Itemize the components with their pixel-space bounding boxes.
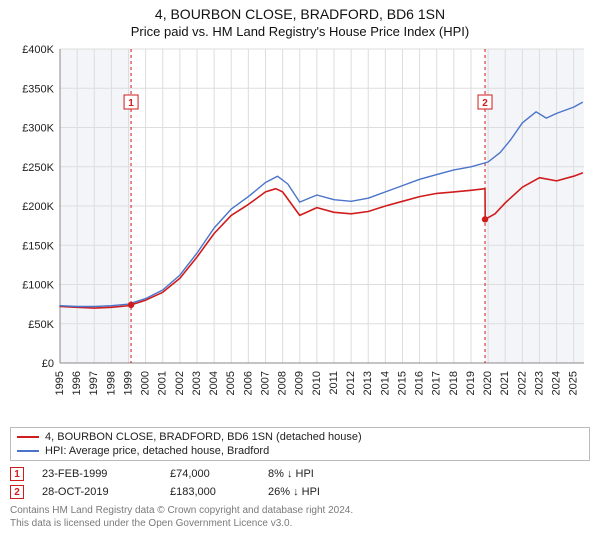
svg-text:£200K: £200K — [22, 201, 54, 213]
svg-text:2006: 2006 — [242, 371, 254, 395]
title-line-1: 4, BOURBON CLOSE, BRADFORD, BD6 1SN — [10, 6, 590, 22]
svg-text:2011: 2011 — [328, 371, 340, 395]
svg-text:2002: 2002 — [174, 371, 186, 395]
svg-text:2003: 2003 — [191, 371, 203, 395]
svg-text:2016: 2016 — [414, 371, 426, 395]
svg-text:£250K: £250K — [22, 162, 54, 174]
sale-row: 1 23-FEB-1999 £74,000 8% ↓ HPI — [10, 465, 590, 483]
svg-text:2019: 2019 — [465, 371, 477, 395]
svg-text:2009: 2009 — [294, 371, 306, 395]
sale-row: 2 28-OCT-2019 £183,000 26% ↓ HPI — [10, 483, 590, 501]
attribution-line-2: This data is licensed under the Open Gov… — [10, 518, 590, 531]
svg-text:2025: 2025 — [568, 371, 580, 395]
svg-text:2012: 2012 — [345, 371, 357, 395]
svg-text:2007: 2007 — [259, 371, 271, 395]
svg-text:2014: 2014 — [379, 371, 391, 395]
svg-text:2022: 2022 — [516, 371, 528, 395]
svg-text:£350K: £350K — [22, 83, 54, 95]
sale-price: £74,000 — [170, 468, 250, 480]
sales-table: 1 23-FEB-1999 £74,000 8% ↓ HPI 2 28-OCT-2019 £… — [10, 465, 590, 501]
svg-text:£300K: £300K — [22, 123, 54, 135]
svg-text:1997: 1997 — [88, 371, 100, 395]
svg-text:2020: 2020 — [482, 371, 494, 395]
svg-text:£150K: £150K — [22, 240, 54, 252]
svg-text:2015: 2015 — [396, 371, 408, 395]
svg-text:1996: 1996 — [71, 371, 83, 395]
svg-text:1999: 1999 — [122, 371, 134, 395]
chart: £0 £50K £100K £150K £200K £250K £300K £350K £400… — [10, 43, 590, 423]
legend-item: HPI: Average price, detached house, Brad… — [17, 444, 583, 458]
svg-text:£100K: £100K — [22, 280, 54, 292]
svg-text:2021: 2021 — [499, 371, 511, 395]
svg-text:2000: 2000 — [140, 371, 152, 395]
sale-date: 28-OCT-2019 — [42, 486, 152, 498]
legend-swatch — [17, 436, 39, 438]
sale-delta: 26% ↓ HPI — [268, 486, 358, 498]
svg-text:£0: £0 — [42, 358, 54, 370]
sale-delta: 8% ↓ HPI — [268, 468, 358, 480]
svg-text:2005: 2005 — [225, 371, 237, 395]
svg-text:2023: 2023 — [533, 371, 545, 395]
svg-text:1: 1 — [128, 98, 134, 109]
svg-text:2013: 2013 — [362, 371, 374, 395]
svg-text:2004: 2004 — [208, 371, 220, 395]
legend-item: 4, BOURBON CLOSE, BRADFORD, BD6 1SN (det… — [17, 430, 583, 444]
legend-label: HPI: Average price, detached house, Brad… — [45, 445, 269, 457]
sale-marker: 1 — [10, 467, 24, 481]
sale-marker: 2 — [10, 485, 24, 499]
chart-svg: £0 £50K £100K £150K £200K £250K £300K £350K £400… — [10, 43, 590, 423]
svg-text:2001: 2001 — [157, 371, 169, 395]
svg-text:£50K: £50K — [28, 319, 54, 331]
legend: 4, BOURBON CLOSE, BRADFORD, BD6 1SN (det… — [10, 427, 590, 461]
sale-price: £183,000 — [170, 486, 250, 498]
attribution-line-1: Contains HM Land Registry data © Crown c… — [10, 505, 590, 518]
title-line-2: Price paid vs. HM Land Registry's House … — [10, 24, 590, 39]
svg-text:1995: 1995 — [54, 371, 66, 395]
svg-text:2024: 2024 — [551, 371, 563, 395]
svg-text:1998: 1998 — [105, 371, 117, 395]
legend-swatch — [17, 450, 39, 452]
svg-text:£400K: £400K — [22, 44, 54, 56]
svg-text:2: 2 — [482, 98, 488, 109]
legend-label: 4, BOURBON CLOSE, BRADFORD, BD6 1SN (det… — [45, 431, 362, 443]
sale-date: 23-FEB-1999 — [42, 468, 152, 480]
svg-text:2010: 2010 — [311, 371, 323, 395]
root: 4, BOURBON CLOSE, BRADFORD, BD6 1SN Pric… — [0, 0, 600, 560]
svg-text:2008: 2008 — [277, 371, 289, 395]
attribution: Contains HM Land Registry data © Crown c… — [10, 505, 590, 530]
svg-text:2018: 2018 — [448, 371, 460, 395]
svg-text:2017: 2017 — [431, 371, 443, 395]
